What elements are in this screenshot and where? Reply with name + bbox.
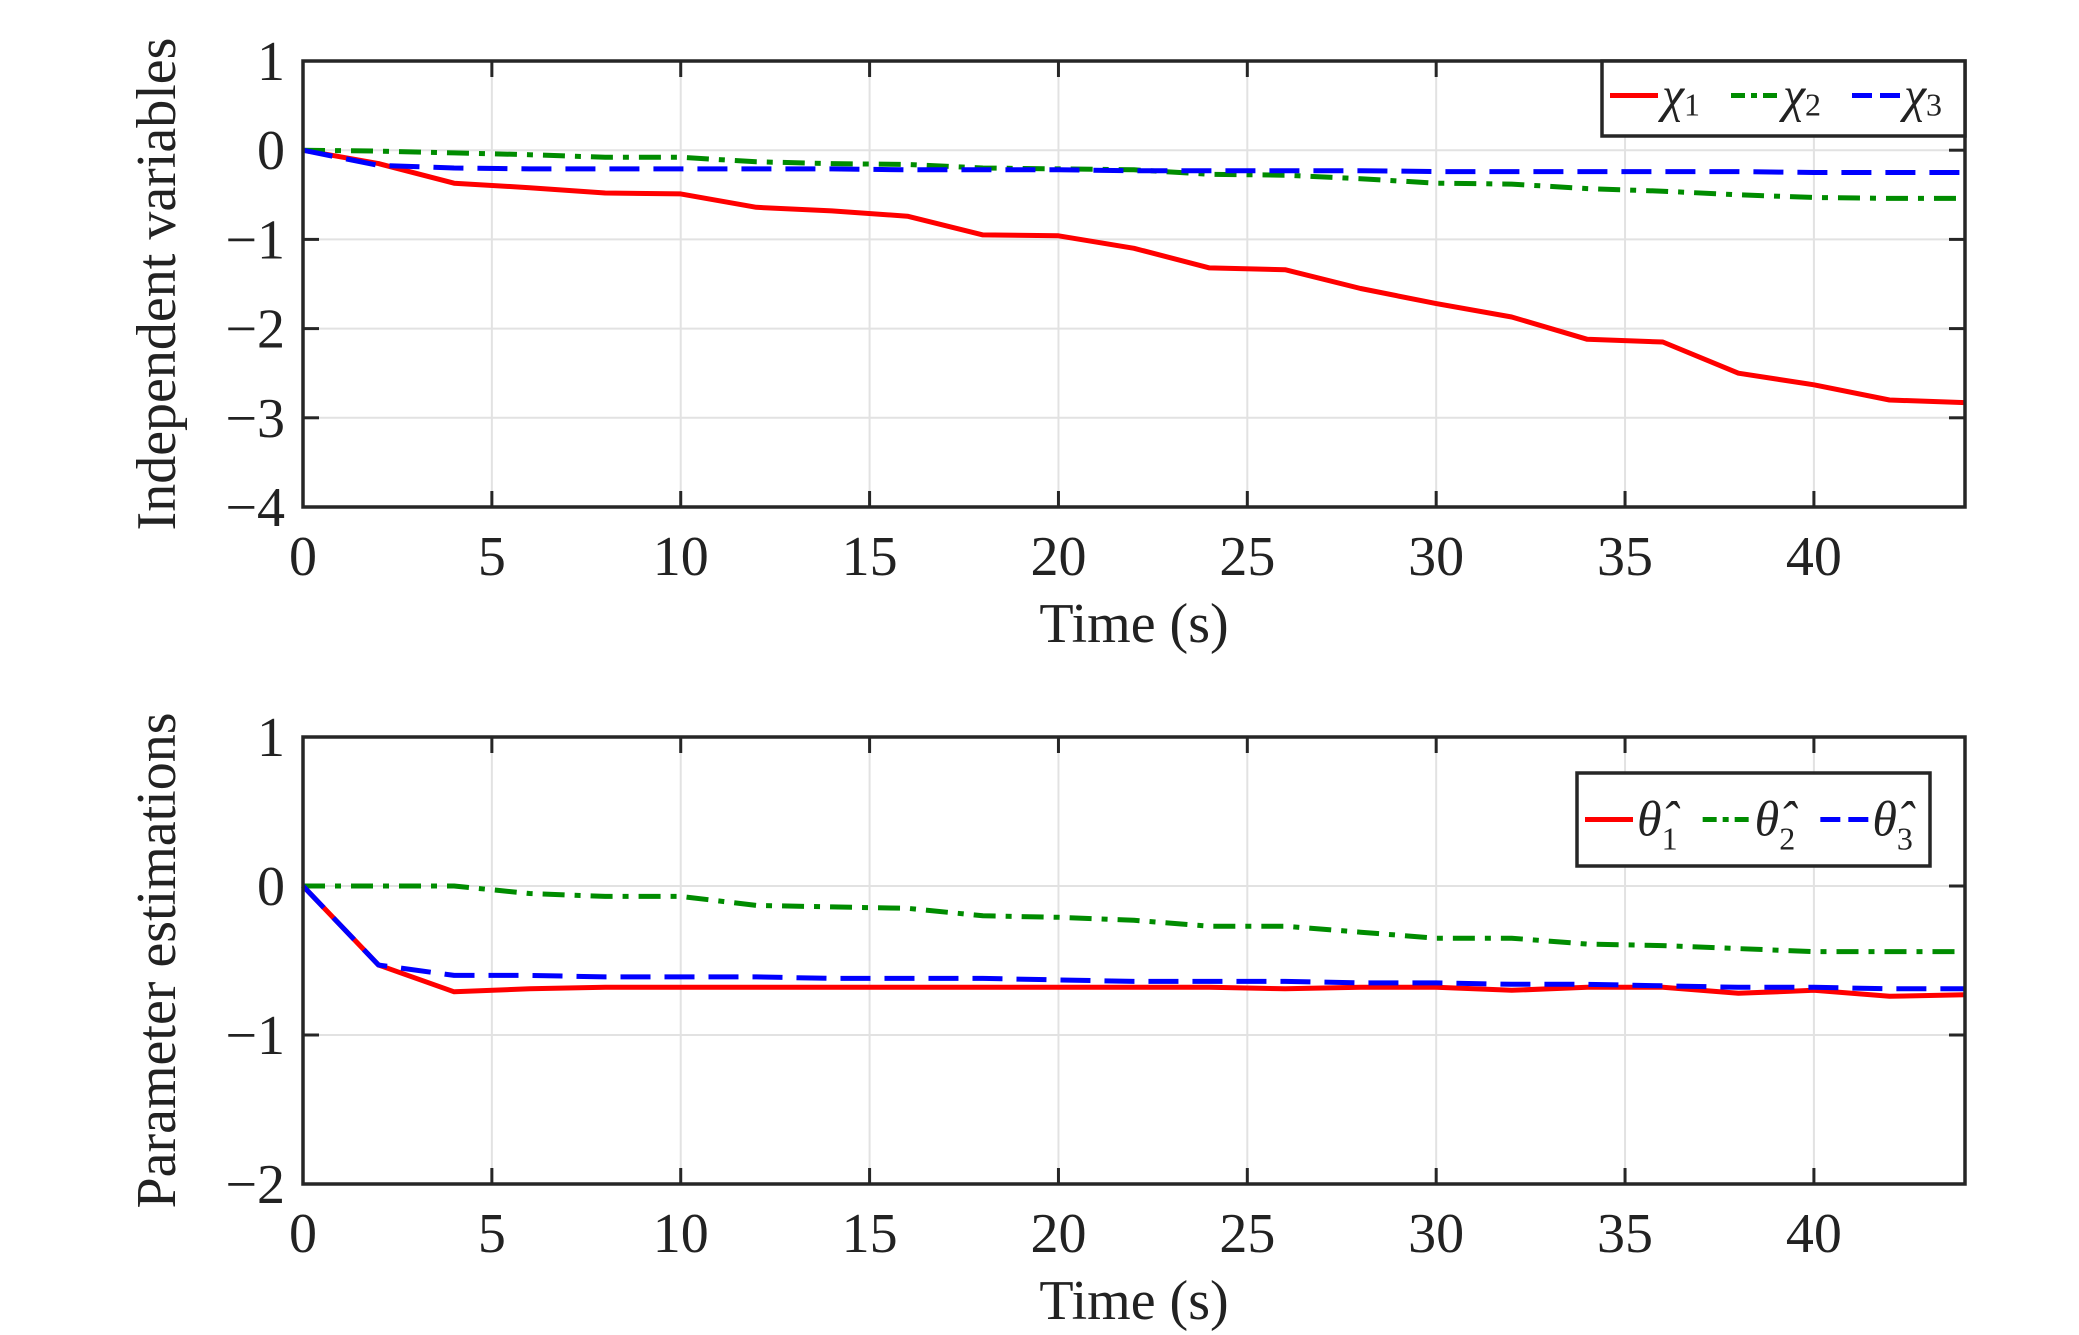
x-tick-label: 10 — [653, 526, 709, 588]
series-line-2 — [303, 883, 1965, 955]
series-line-3 — [301, 884, 1965, 992]
y-tick-label: 1 — [257, 31, 285, 93]
x-tick-label: 35 — [1597, 1203, 1653, 1265]
legend-box — [1600, 59, 1967, 138]
series-line-1 — [301, 884, 1966, 999]
x-tick-label: 20 — [1030, 526, 1086, 588]
legend: θ̂1 θ̂2 θ̂3 — [1575, 771, 1932, 868]
y-tick-label: −1 — [225, 209, 285, 271]
y-tick-label: −2 — [225, 299, 285, 361]
x-tick-label: 40 — [1786, 1203, 1842, 1265]
legend-subscript: 1 — [1684, 87, 1700, 123]
legend: χ1 χ2 χ3 — [1600, 59, 1967, 138]
legend-symbol: χ — [1779, 67, 1807, 123]
x-tick-label: 0 — [289, 526, 317, 588]
axes-box — [301, 59, 1967, 509]
x-tick-label: 35 — [1597, 526, 1653, 588]
series-line-3 — [302, 147, 1965, 175]
legend-label-2: χ2 — [1779, 67, 1821, 123]
x-tick-label: 5 — [478, 526, 506, 588]
legend-symbol: χ — [1900, 67, 1928, 123]
legend-box — [1575, 771, 1932, 868]
x-tick-label: 25 — [1219, 1203, 1275, 1265]
legend-subscript: 2 — [1805, 87, 1821, 123]
legend-subscript: 3 — [1897, 821, 1913, 857]
x-tick-label: 15 — [842, 1203, 898, 1265]
legend-subscript: 3 — [1926, 87, 1942, 123]
series-line-2 — [302, 147, 1965, 201]
x-axis-label: Time (s) — [1039, 1270, 1228, 1332]
x-tick-label: 20 — [1030, 1203, 1086, 1265]
legend-subscript: 2 — [1779, 821, 1795, 857]
y-tick-label: −1 — [225, 1005, 285, 1067]
legend-label-1: χ1 — [1658, 67, 1700, 123]
legend-symbol: χ — [1658, 67, 1686, 123]
x-tick-label: 5 — [478, 1203, 506, 1265]
y-tick-label: 0 — [257, 856, 285, 918]
y-tick-label: 0 — [257, 120, 285, 182]
x-tick-label: 0 — [289, 1203, 317, 1265]
x-tick-label: 25 — [1219, 526, 1275, 588]
y-tick-label: −4 — [225, 477, 285, 539]
y-tick-label: −3 — [225, 388, 285, 450]
axes-box — [301, 735, 1967, 1186]
x-tick-label: 30 — [1408, 526, 1464, 588]
y-axis-label: Independent variables — [126, 38, 188, 531]
legend-label-3: χ3 — [1900, 67, 1942, 123]
x-tick-label: 10 — [653, 1203, 709, 1265]
y-tick-label: −2 — [225, 1154, 285, 1216]
x-tick-label: 40 — [1786, 526, 1842, 588]
x-tick-label: 30 — [1408, 1203, 1464, 1265]
series-line-1 — [302, 147, 1966, 406]
x-axis-label: Time (s) — [1039, 593, 1228, 655]
y-axis-label: Parameter estimations — [126, 712, 188, 1208]
y-tick-label: 1 — [257, 707, 285, 769]
legend-subscript: 1 — [1662, 821, 1678, 857]
x-tick-label: 15 — [842, 526, 898, 588]
